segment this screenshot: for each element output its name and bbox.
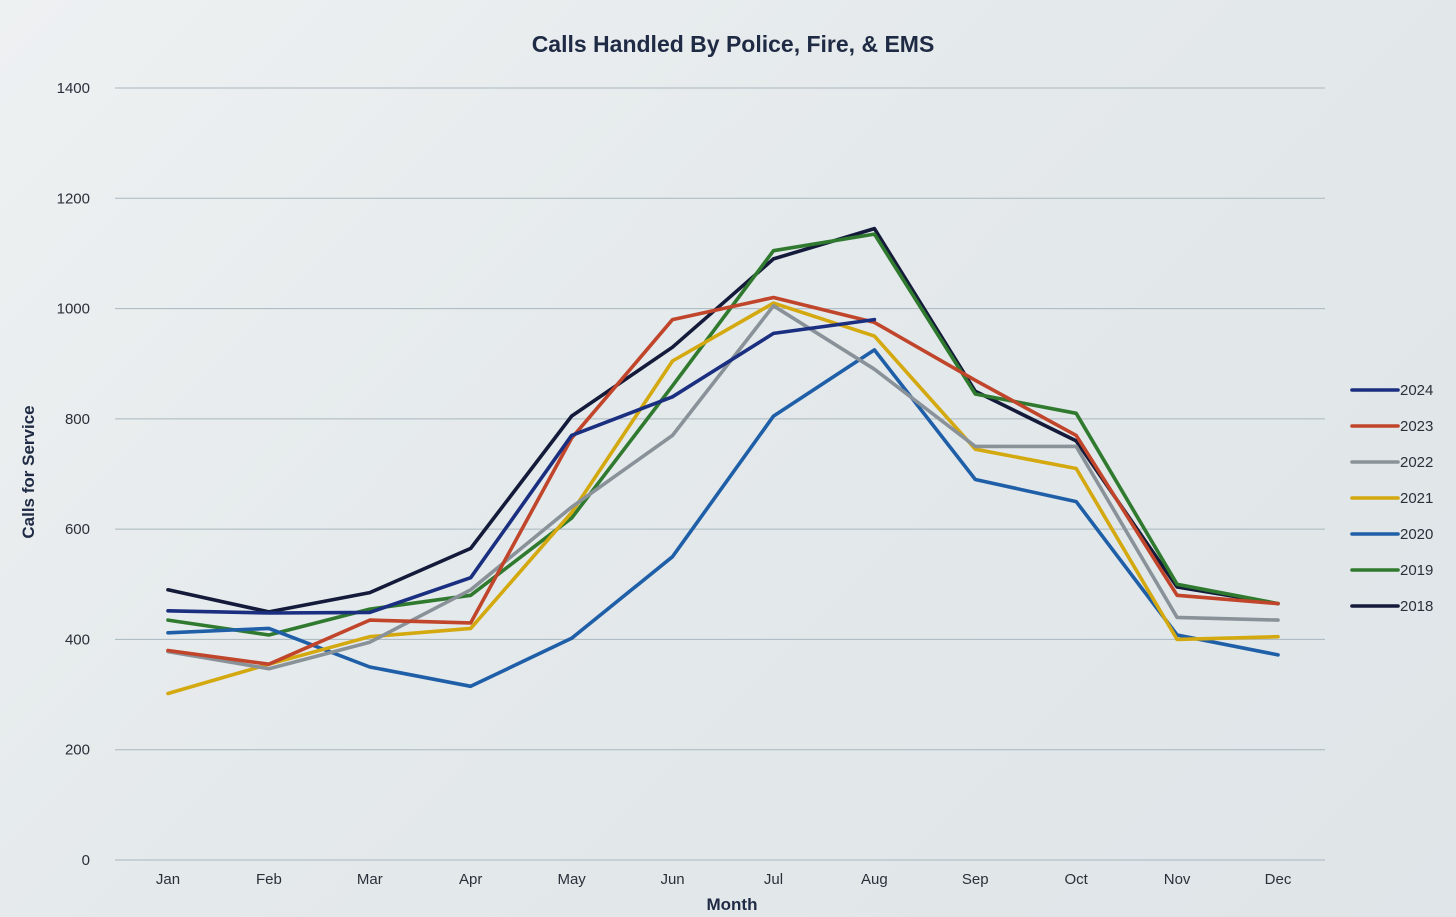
y-axis-title: Calls for Service bbox=[19, 405, 38, 538]
x-tick-label: Sep bbox=[962, 871, 989, 888]
x-tick-label: Apr bbox=[459, 871, 482, 888]
series-line-2024 bbox=[166, 317, 877, 615]
y-tick-label: 1200 bbox=[57, 190, 90, 207]
x-axis-ticks: Jan Feb Mar Apr May Jun Jul Aug Sep Oct Nov Dec bbox=[156, 871, 1292, 888]
x-tick-label: Dec bbox=[1265, 871, 1292, 888]
legend-label: 2023 bbox=[1400, 418, 1433, 435]
y-tick-label: 200 bbox=[65, 742, 90, 759]
legend-label: 2018 bbox=[1400, 598, 1433, 615]
legend-label: 2020 bbox=[1400, 526, 1433, 543]
x-tick-label: Nov bbox=[1164, 871, 1191, 888]
y-tick-label: 0 bbox=[82, 852, 90, 869]
legend-item-2024: 2024 bbox=[1350, 382, 1433, 399]
x-tick-label: Aug bbox=[861, 871, 888, 888]
series-lines bbox=[166, 226, 1280, 696]
legend-item-2023: 2023 bbox=[1350, 418, 1433, 435]
x-tick-label: Jun bbox=[660, 871, 684, 888]
y-tick-label: 1400 bbox=[57, 80, 90, 97]
gridlines bbox=[115, 87, 1325, 861]
series-line-2020 bbox=[166, 348, 1280, 689]
y-tick-label: 1000 bbox=[57, 301, 90, 318]
x-tick-label: Feb bbox=[256, 871, 282, 888]
x-tick-label: Mar bbox=[357, 871, 383, 888]
series-line-2018 bbox=[166, 226, 1280, 614]
legend-item-2020: 2020 bbox=[1350, 526, 1433, 543]
legend-label: 2021 bbox=[1400, 490, 1433, 507]
y-tick-label: 800 bbox=[65, 411, 90, 428]
legend: 2024 2023 2022 2021 2020 2019 2018 bbox=[1350, 382, 1433, 615]
series-line-2021 bbox=[166, 301, 1280, 696]
x-tick-label: Jan bbox=[156, 871, 180, 888]
legend-label: 2024 bbox=[1400, 382, 1433, 399]
chart-title: Calls Handled By Police, Fire, & EMS bbox=[532, 31, 935, 57]
legend-item-2018: 2018 bbox=[1350, 598, 1433, 615]
y-tick-label: 400 bbox=[65, 631, 90, 648]
y-axis-ticks: 0 200 400 600 800 1000 1200 1400 bbox=[57, 80, 90, 869]
y-tick-label: 600 bbox=[65, 521, 90, 538]
x-tick-label: Oct bbox=[1065, 871, 1089, 888]
series-line-2022 bbox=[166, 303, 1280, 671]
series-line-2019 bbox=[166, 232, 1280, 637]
x-axis-title: Month bbox=[707, 895, 758, 914]
x-tick-label: May bbox=[557, 871, 586, 888]
legend-item-2019: 2019 bbox=[1350, 562, 1433, 579]
x-tick-label: Jul bbox=[764, 871, 783, 888]
legend-item-2022: 2022 bbox=[1350, 454, 1433, 471]
series-line-2023 bbox=[166, 295, 1280, 667]
legend-label: 2019 bbox=[1400, 562, 1433, 579]
legend-label: 2022 bbox=[1400, 454, 1433, 471]
legend-item-2021: 2021 bbox=[1350, 490, 1433, 507]
